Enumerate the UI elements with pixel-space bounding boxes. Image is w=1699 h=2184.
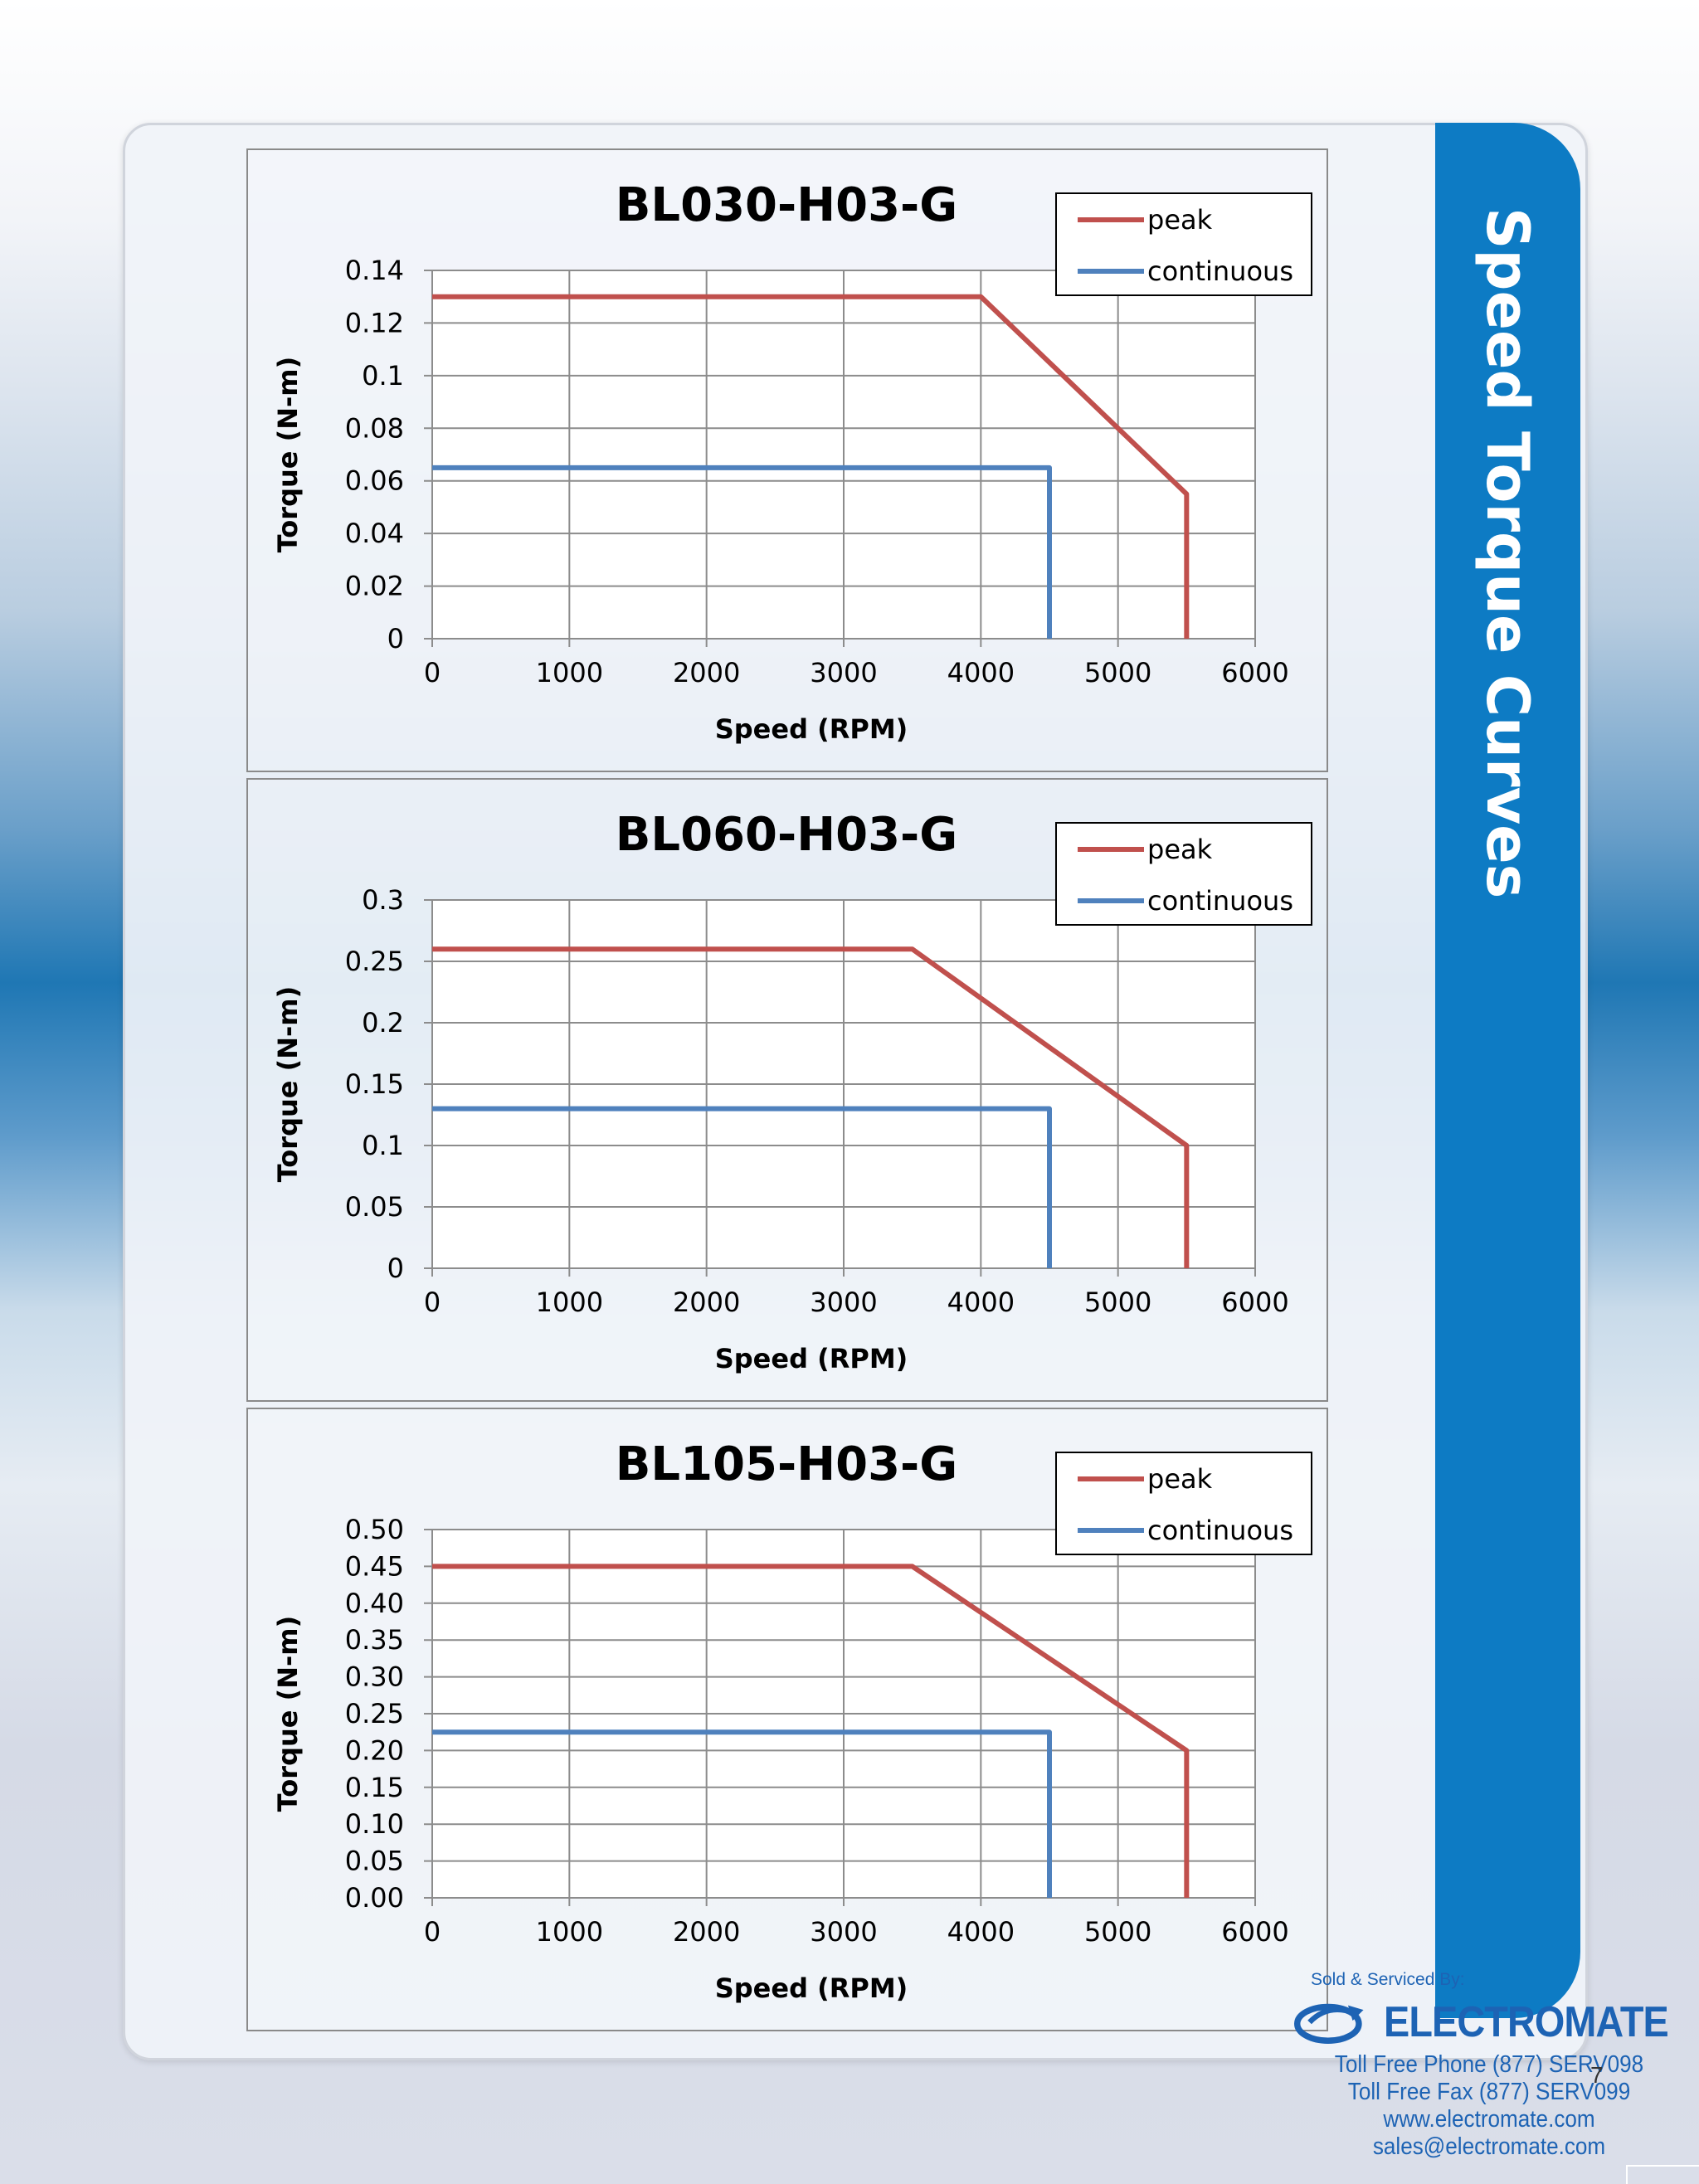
chart-title: BL060-H03-G <box>616 808 958 862</box>
footer: Sold & Serviced By: ELECTROMATE Toll Fre… <box>1294 1970 1684 2161</box>
y-axis-label: Torque (N-m) <box>272 986 304 1183</box>
x-tick-label: 3000 <box>810 1916 877 1948</box>
brand-name: ELECTROMATE <box>1384 1998 1669 2046</box>
page-number: 7 <box>1590 2062 1604 2088</box>
x-tick-label: 0 <box>424 1287 441 1318</box>
x-tick-label: 1000 <box>536 1287 603 1318</box>
series-line-peak <box>432 946 1190 1268</box>
y-tick-label: 0.05 <box>345 1191 404 1223</box>
y-tick-label: 0.45 <box>345 1550 404 1582</box>
legend-box <box>1055 192 1312 296</box>
y-tick-label: 0.10 <box>345 1808 404 1840</box>
y-tick-label: 0.15 <box>345 1772 404 1803</box>
x-tick-label: 0 <box>424 1916 441 1948</box>
y-tick-label: 0.02 <box>345 571 404 602</box>
legend-label-peak: peak <box>1147 834 1213 865</box>
y-tick-label: 0.2 <box>362 1007 404 1038</box>
chart-title: BL030-H03-G <box>616 178 958 232</box>
series-line-peak <box>432 1564 1190 1898</box>
brand-logo[interactable]: ELECTROMATE <box>1294 1993 1684 2051</box>
y-tick-label: 0.04 <box>345 518 404 549</box>
y-tick-label: 0 <box>387 1253 404 1284</box>
web-link[interactable]: www.electromate.com <box>1383 2106 1595 2133</box>
y-tick-label: 0.35 <box>345 1624 404 1656</box>
y-axis-label: Torque (N-m) <box>272 1616 304 1812</box>
x-tick-label: 6000 <box>1221 657 1288 688</box>
x-tick-label: 4000 <box>947 1287 1015 1318</box>
series-line-continuous <box>432 1106 1052 1268</box>
y-axis-label: Torque (N-m) <box>272 357 304 553</box>
series-line-continuous <box>432 465 1052 639</box>
phone-text: Toll Free Phone (877) SERV098 <box>1334 2051 1644 2078</box>
y-tick-label: 0.3 <box>362 884 404 916</box>
chart-3: 0 1000 2000 3000 4000 5000 6000 0.00 0.05 0.10 0.1… <box>246 1408 1328 2031</box>
legend-label-continuous: continuous <box>1147 255 1293 287</box>
side-tab <box>1435 123 1580 2018</box>
y-tick-label: 0.1 <box>362 1130 404 1161</box>
y-tick-label: 0.15 <box>345 1068 404 1100</box>
x-tick-label: 2000 <box>673 1916 740 1948</box>
x-axis-label: Speed (RPM) <box>715 1972 908 2004</box>
x-axis-label: Speed (RPM) <box>715 713 908 745</box>
y-tick-label: 0 <box>387 623 404 654</box>
y-tick-label: 0.30 <box>345 1661 404 1693</box>
x-tick-label: 2000 <box>673 657 740 688</box>
x-tick-label: 6000 <box>1221 1287 1288 1318</box>
series-line-peak <box>432 294 1190 639</box>
y-tick-label: 0.12 <box>345 307 404 338</box>
y-tick-label: 0.1 <box>362 360 404 392</box>
legend-label-continuous: continuous <box>1147 1515 1293 1546</box>
x-tick-label: 5000 <box>1084 657 1151 688</box>
x-tick-label: 3000 <box>810 657 877 688</box>
y-tick-label: 0.25 <box>345 1698 404 1729</box>
x-tick-label: 4000 <box>947 657 1015 688</box>
x-tick-label: 2000 <box>673 1287 740 1318</box>
y-tick-label: 0.25 <box>345 946 404 977</box>
y-tick-label: 0.05 <box>345 1846 404 1877</box>
email-link[interactable]: sales@electromate.com <box>1372 2133 1606 2160</box>
corner-mark-vertical <box>1626 2165 1628 2184</box>
legend-label-peak: peak <box>1147 1463 1213 1495</box>
corner-mark <box>1626 2165 1699 2167</box>
x-tick-label: 5000 <box>1084 1916 1151 1948</box>
fax-text: Toll Free Fax (877) SERV099 <box>1347 2079 1631 2105</box>
y-tick-label: 0.40 <box>345 1588 404 1619</box>
chart-1: 0 1000 2000 3000 4000 5000 6000 0 0.02 0.04 0.06 0.… <box>246 148 1328 772</box>
y-tick-label: 0.06 <box>345 465 404 497</box>
y-tick-label: 0.08 <box>345 412 404 444</box>
y-tick-label: 0.50 <box>345 1514 404 1545</box>
electromate-logo-icon <box>1294 2003 1364 2044</box>
sold-by-label: Sold & Serviced By: <box>1311 1970 1465 1989</box>
x-tick-label: 1000 <box>536 1916 603 1948</box>
x-tick-label: 6000 <box>1221 1916 1288 1948</box>
legend-label-continuous: continuous <box>1147 885 1293 917</box>
y-tick-label: 0.00 <box>345 1882 404 1914</box>
series-line-continuous <box>432 1729 1052 1898</box>
chart-title: BL105-H03-G <box>616 1437 958 1491</box>
chart-2: 0 1000 2000 3000 4000 5000 6000 0 0.05 0.1 0.15 0.2… <box>246 778 1328 1402</box>
y-tick-label: 0.20 <box>345 1734 404 1766</box>
legend-box <box>1055 822 1312 926</box>
y-tick-label: 0.14 <box>345 255 404 286</box>
x-tick-label: 3000 <box>810 1287 877 1318</box>
x-tick-label: 0 <box>424 657 441 688</box>
x-axis-label: Speed (RPM) <box>715 1343 908 1374</box>
legend-label-peak: peak <box>1147 204 1213 236</box>
legend-box <box>1055 1452 1312 1555</box>
x-tick-label: 5000 <box>1084 1287 1151 1318</box>
x-tick-label: 4000 <box>947 1916 1015 1948</box>
x-tick-label: 1000 <box>536 657 603 688</box>
